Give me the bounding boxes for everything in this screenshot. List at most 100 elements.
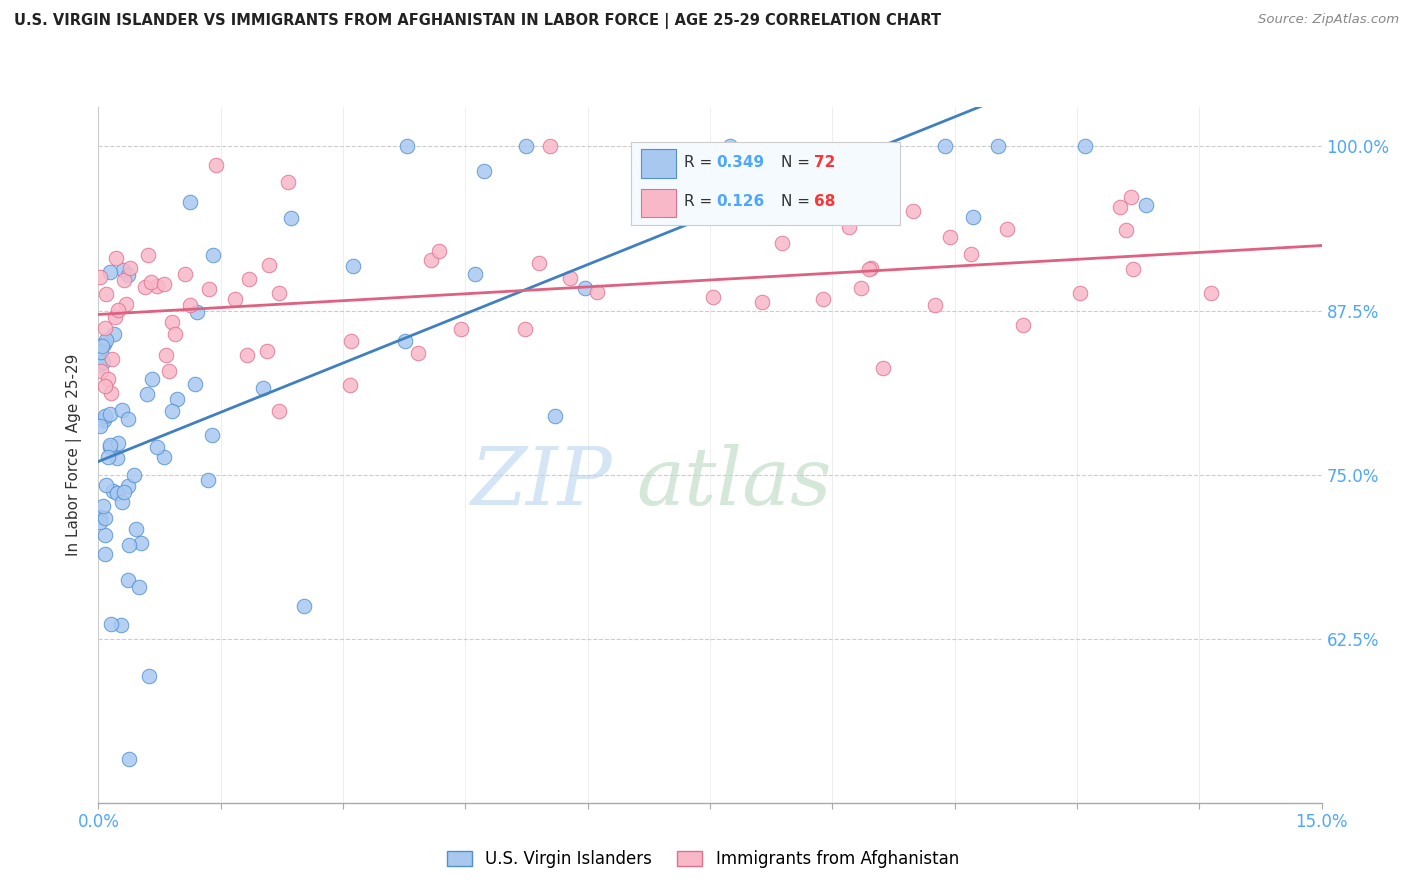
- Point: [872, 361, 894, 376]
- Point: [107, 303, 129, 318]
- Point: [117, 268, 139, 282]
- Point: [339, 378, 361, 392]
- Point: [1115, 223, 1137, 237]
- Point: [427, 244, 450, 258]
- Point: [90, 339, 112, 353]
- Point: [145, 278, 167, 293]
- Point: [155, 348, 177, 362]
- Point: [838, 219, 860, 234]
- Point: [100, 386, 122, 401]
- Legend: U.S. Virgin Islanders, Immigrants from Afghanistan: U.S. Virgin Islanders, Immigrants from A…: [440, 844, 966, 875]
- Point: [105, 251, 128, 265]
- Point: [184, 376, 207, 391]
- Point: [107, 435, 129, 450]
- Point: [420, 252, 443, 267]
- Point: [111, 402, 134, 417]
- Point: [574, 281, 596, 295]
- Point: [702, 290, 724, 304]
- Point: [120, 260, 142, 275]
- Bar: [641, 149, 676, 178]
- Point: [122, 467, 145, 482]
- Point: [105, 451, 128, 466]
- Point: [962, 210, 984, 224]
- Point: [117, 412, 139, 426]
- Point: [472, 164, 495, 178]
- Text: U.S. VIRGIN ISLANDER VS IMMIGRANTS FROM AFGHANISTAN IN LABOR FORCE | AGE 25-29 C: U.S. VIRGIN ISLANDER VS IMMIGRANTS FROM …: [14, 13, 941, 29]
- Point: [342, 259, 364, 273]
- Point: [257, 258, 280, 272]
- Point: [162, 315, 184, 329]
- Point: [125, 522, 148, 536]
- Point: [163, 326, 186, 341]
- Point: [858, 261, 880, 276]
- Point: [138, 669, 160, 683]
- Point: [153, 277, 176, 291]
- Point: [131, 536, 153, 550]
- Point: [105, 485, 128, 500]
- Point: [464, 267, 486, 281]
- Point: [89, 510, 111, 524]
- Point: [396, 139, 419, 153]
- Point: [201, 248, 224, 262]
- Point: [394, 334, 416, 349]
- Text: 0.349: 0.349: [717, 155, 765, 170]
- Point: [94, 409, 117, 424]
- Point: [136, 387, 159, 401]
- Point: [117, 479, 139, 493]
- Point: [269, 403, 291, 417]
- Point: [145, 440, 167, 454]
- Text: Source: ZipAtlas.com: Source: ZipAtlas.com: [1258, 13, 1399, 27]
- Point: [94, 379, 117, 393]
- Point: [1069, 286, 1091, 301]
- Point: [224, 292, 246, 306]
- Point: [94, 528, 117, 542]
- Point: [340, 334, 363, 348]
- Text: R =: R =: [685, 155, 717, 170]
- Point: [90, 363, 112, 377]
- Point: [1074, 139, 1097, 153]
- Point: [134, 280, 156, 294]
- Point: [89, 419, 111, 434]
- Point: [558, 271, 581, 285]
- Point: [866, 151, 889, 165]
- Point: [93, 413, 115, 427]
- Point: [118, 751, 141, 765]
- Point: [811, 292, 834, 306]
- Point: [529, 255, 551, 269]
- Point: [924, 298, 946, 312]
- Point: [236, 348, 259, 362]
- Point: [93, 321, 115, 335]
- Point: [166, 392, 188, 406]
- Point: [280, 211, 302, 226]
- Point: [903, 204, 925, 219]
- Point: [515, 139, 537, 153]
- Point: [118, 538, 141, 552]
- Point: [94, 477, 117, 491]
- Bar: [641, 188, 676, 217]
- Point: [153, 450, 176, 464]
- Point: [772, 235, 794, 250]
- Point: [160, 404, 183, 418]
- Point: [751, 294, 773, 309]
- Point: [110, 618, 132, 632]
- Point: [98, 440, 121, 454]
- Point: [1122, 261, 1144, 276]
- Point: [538, 139, 561, 153]
- Point: [103, 326, 125, 341]
- Point: [238, 272, 260, 286]
- Text: 68: 68: [814, 194, 835, 210]
- Point: [93, 337, 115, 351]
- Point: [544, 409, 567, 423]
- Text: R =: R =: [685, 194, 717, 210]
- Point: [256, 344, 278, 359]
- Point: [849, 281, 872, 295]
- Point: [117, 573, 139, 587]
- Text: atlas: atlas: [637, 444, 832, 522]
- Point: [987, 139, 1010, 153]
- Text: 72: 72: [814, 155, 835, 170]
- Point: [98, 265, 121, 279]
- Text: N =: N =: [782, 194, 815, 210]
- Point: [128, 580, 150, 594]
- Point: [406, 346, 429, 360]
- Point: [91, 499, 114, 513]
